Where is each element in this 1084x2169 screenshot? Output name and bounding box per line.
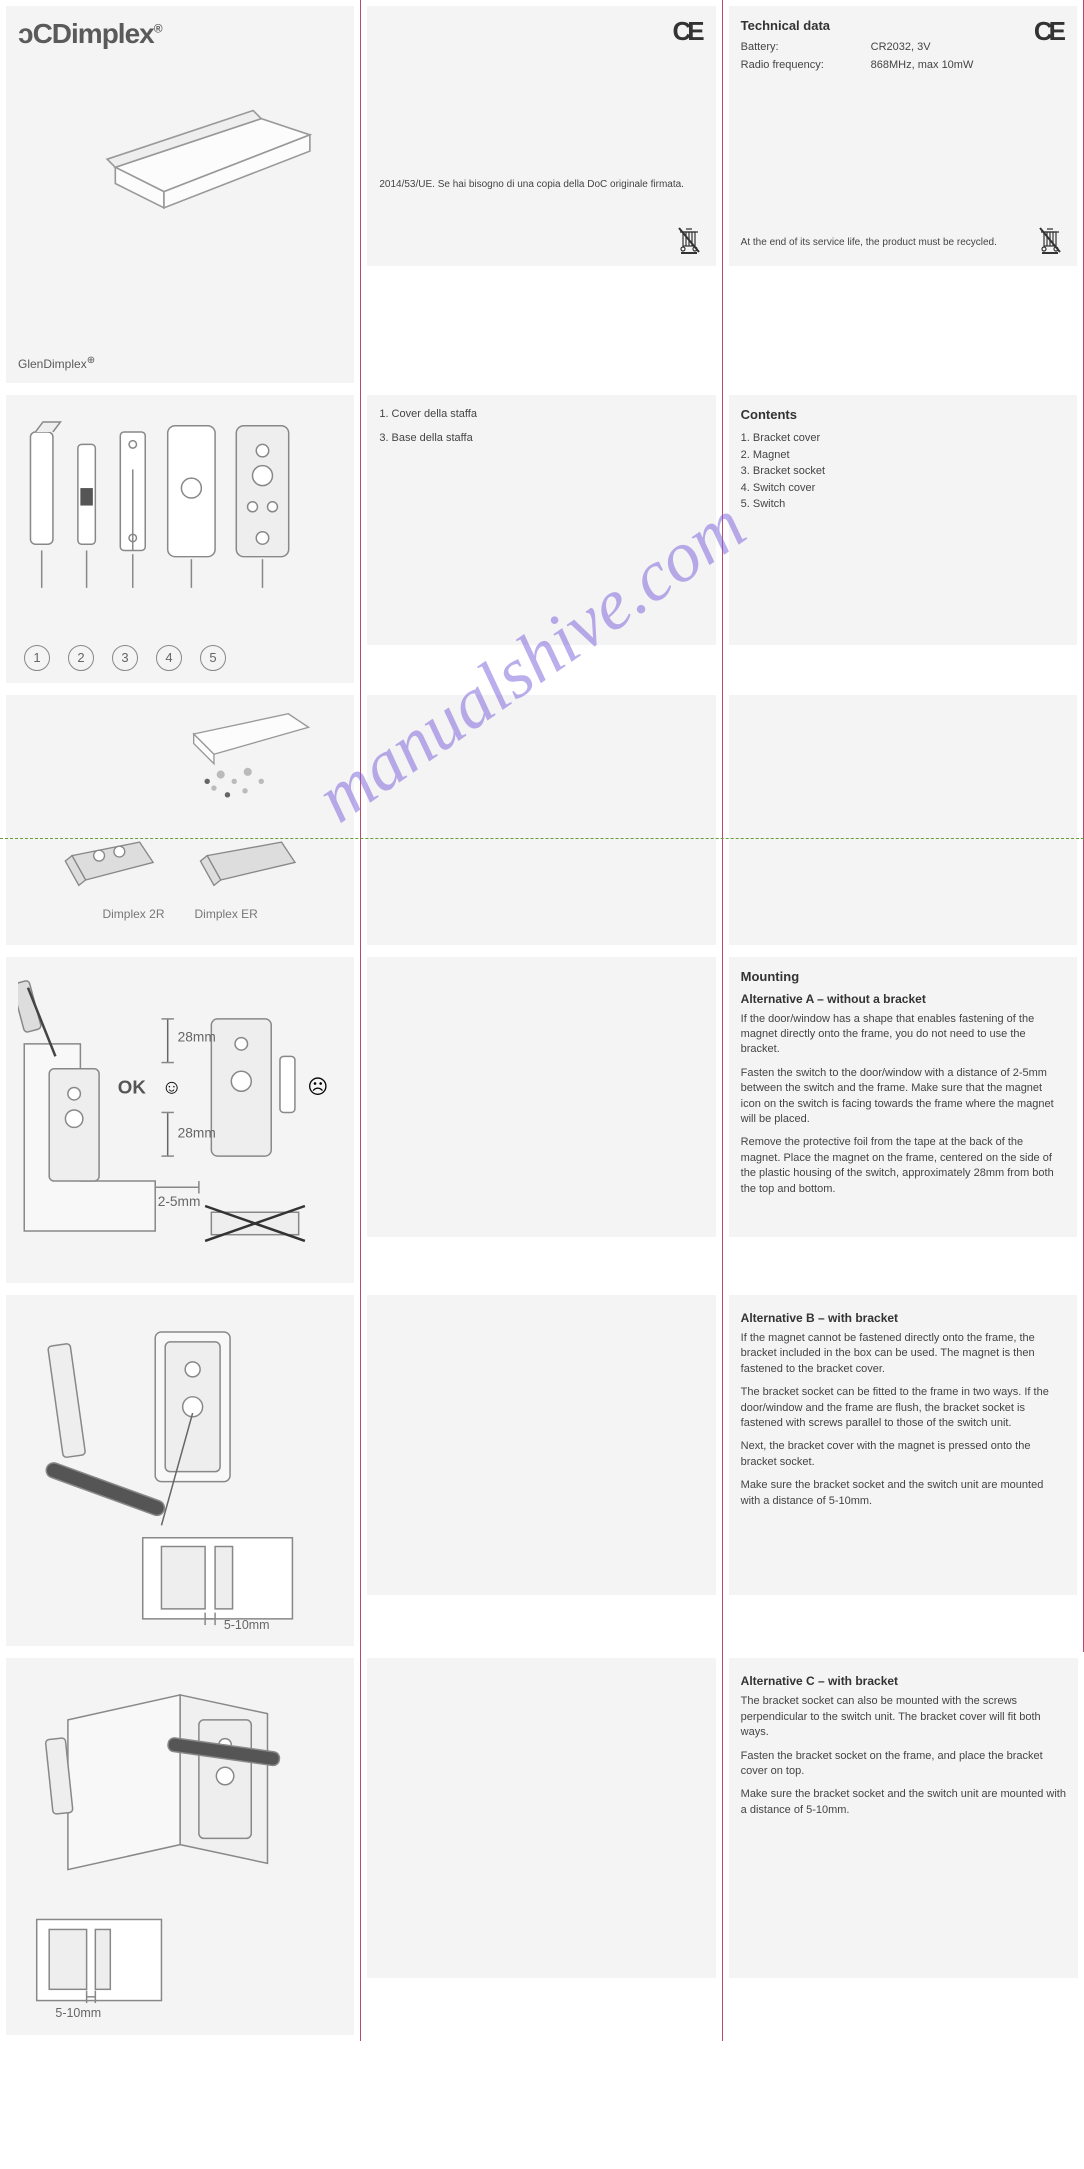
altC-p3: Make sure the bracket socket and the swi… xyxy=(741,1787,1066,1818)
altB-title: Alternative B – with bracket xyxy=(741,1311,1065,1325)
contents-list: 1. Bracket cover 2. Magnet 3. Bracket so… xyxy=(741,430,1065,513)
compat-label-a: Dimplex 2R xyxy=(102,907,164,921)
parts-exploded-illustration xyxy=(18,407,342,635)
compat-cell: Dimplex 2R Dimplex ER xyxy=(6,695,354,945)
svg-text:5-10mm: 5-10mm xyxy=(55,2006,101,2019)
part-num-4: 4 xyxy=(156,645,182,671)
empty-cell xyxy=(367,957,715,1237)
svg-text:☺: ☺ xyxy=(161,1076,181,1098)
battery-value: CR2032, 3V xyxy=(871,41,931,53)
weee-icon-2 xyxy=(1038,226,1062,254)
altB-text-cell: Alternative B – with bracket If the magn… xyxy=(729,1295,1077,1595)
weee-icon xyxy=(677,226,701,254)
altB-illustration: 5-10mm xyxy=(18,1307,342,1634)
svg-text:28mm: 28mm xyxy=(178,1125,216,1140)
altC-text-cell: Alternative C – with bracket The bracket… xyxy=(729,1658,1078,1978)
part-num-2: 2 xyxy=(68,645,94,671)
mounting-heading: Mounting xyxy=(741,969,1065,984)
compat-label-b: Dimplex ER xyxy=(194,907,257,921)
altA-text-cell: Mounting Alternative A – without a brack… xyxy=(729,957,1077,1237)
recycle-note: At the end of its service life, the prod… xyxy=(741,237,1027,248)
battery-label: Battery: xyxy=(741,41,871,53)
contents-heading: Contents xyxy=(741,407,1065,422)
contents-item: 3. Bracket socket xyxy=(741,463,1065,480)
altB-p3: Next, the bracket cover with the magnet … xyxy=(741,1439,1065,1470)
contents-item: 4. Switch cover xyxy=(741,480,1065,497)
contents-item: 5. Switch xyxy=(741,496,1065,513)
contents-item: 1. Bracket cover xyxy=(741,430,1065,447)
svg-text:28mm: 28mm xyxy=(178,1029,216,1044)
rf-value: 868MHz, max 10mW xyxy=(871,59,974,71)
contents-it-cell: 1. Cover della staffa 3. Base della staf… xyxy=(367,395,715,645)
empty-cell xyxy=(367,1295,715,1595)
altA-p2: Fasten the switch to the door/window wit… xyxy=(741,1066,1065,1128)
altC-diagram-cell: 5-10mm xyxy=(6,1658,354,2034)
ce-mark-2: CE xyxy=(1034,16,1062,47)
parts-diagram-cell: 1 2 3 4 5 xyxy=(6,395,354,683)
rf-label: Radio frequency: xyxy=(741,59,871,71)
contents-en-cell: Contents 1. Bracket cover 2. Magnet 3. B… xyxy=(729,395,1077,645)
altC-p2: Fasten the bracket socket on the frame, … xyxy=(741,1749,1066,1780)
part-num-3: 3 xyxy=(112,645,138,671)
altA-p1: If the door/window has a shape that enab… xyxy=(741,1012,1065,1058)
altC-p1: The bracket socket can also be mounted w… xyxy=(741,1694,1066,1740)
altC-title: Alternative C – with bracket xyxy=(741,1674,1066,1688)
altA-illustration: 28mm 28mm 2-5mm OK ☺ ☹ xyxy=(18,969,342,1271)
brand-name: Dimplex xyxy=(52,18,154,49)
fold-line xyxy=(0,838,1084,839)
altB-p4: Make sure the bracket socket and the swi… xyxy=(741,1478,1065,1509)
brand-logo: ↄCDimplex® xyxy=(18,18,342,50)
altA-title: Alternative A – without a bracket xyxy=(741,992,1065,1006)
part-num-1: 1 xyxy=(24,645,50,671)
empty-cell xyxy=(367,1658,715,1978)
contents-it-3: 3. Base della staffa xyxy=(379,431,703,446)
part-num-5: 5 xyxy=(200,645,226,671)
svg-text:☹: ☹ xyxy=(307,1076,328,1098)
compliance-cell: CE 2014/53/UE. Se hai bisogno di una cop… xyxy=(367,6,715,266)
compat-illustration xyxy=(18,707,342,899)
svg-text:5-10mm: 5-10mm xyxy=(224,1618,270,1631)
altA-p3: Remove the protective foil from the tape… xyxy=(741,1135,1065,1197)
altB-diagram-cell: 5-10mm xyxy=(6,1295,354,1646)
altB-p1: If the magnet cannot be fastened directl… xyxy=(741,1331,1065,1377)
part-number-row: 1 2 3 4 5 xyxy=(18,645,342,671)
compliance-note: 2014/53/UE. Se hai bisogno di una copia … xyxy=(379,178,703,192)
techdata-heading: Technical data xyxy=(741,18,1065,33)
contents-item: 2. Magnet xyxy=(741,447,1065,464)
page-grid: ↄCDimplex® GlenDimplex⊕ CE 2014/53/UE. S… xyxy=(0,0,1084,2041)
techdata-cell: CE Technical data Battery: CR2032, 3V Ra… xyxy=(729,6,1077,266)
ce-mark: CE xyxy=(673,16,701,47)
contents-it-1: 1. Cover della staffa xyxy=(379,407,703,422)
svg-text:2-5mm: 2-5mm xyxy=(158,1194,201,1209)
empty-cell xyxy=(729,695,1077,945)
sub-brand: GlenDimplex⊕ xyxy=(18,355,342,371)
logo-mark: ↄC xyxy=(18,18,52,49)
altA-diagram-cell: 28mm 28mm 2-5mm OK ☺ ☹ xyxy=(6,957,354,1283)
product-hero-illustration xyxy=(18,70,342,235)
altB-p2: The bracket socket can be fitted to the … xyxy=(741,1385,1065,1431)
altC-illustration: 5-10mm xyxy=(18,1670,342,2022)
empty-cell xyxy=(367,695,715,945)
logo-cell: ↄCDimplex® GlenDimplex⊕ xyxy=(6,6,354,383)
svg-text:OK: OK xyxy=(118,1076,147,1097)
